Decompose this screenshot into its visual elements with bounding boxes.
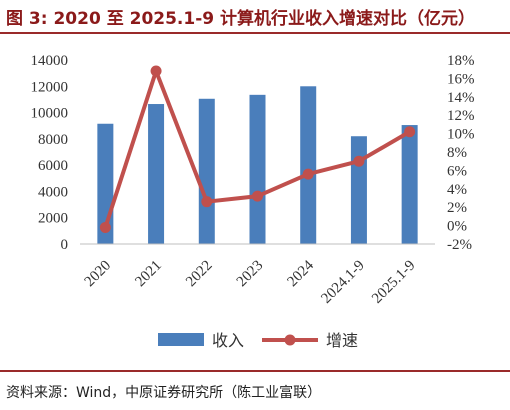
- x-tick-label: 2025.1-9: [369, 258, 418, 307]
- bar: [300, 86, 317, 245]
- source-note: 资料来源：Wind，中原证券研究所（陈工业富联）: [6, 385, 322, 401]
- legend-label-revenue: 收入: [212, 332, 244, 350]
- chart-area: 0 2000 4000 6000 8000 10000 12000 14000 -2% 0% 2%…: [0, 34, 510, 369]
- left-tick-label: 6000: [38, 158, 68, 174]
- growth-point: [404, 126, 416, 138]
- growth-point: [302, 168, 314, 180]
- left-tick-label: 12000: [31, 79, 69, 95]
- bar: [401, 125, 418, 244]
- x-tick-label: 2024.1-9: [318, 258, 367, 307]
- right-tick-label: 8%: [447, 145, 467, 161]
- x-tick-label: 2021: [132, 258, 165, 291]
- bar: [350, 136, 367, 244]
- left-tick-label: 4000: [38, 184, 68, 200]
- right-tick-label: 10%: [447, 127, 475, 143]
- right-tick-label: 12%: [447, 108, 475, 124]
- left-tick-label: 8000: [38, 132, 68, 148]
- legend-label-growth: 增速: [326, 332, 358, 350]
- bar: [148, 104, 165, 245]
- x-axis-labels: 2020 2021 2022 2023 2024 2024.1-9 2025.1-9: [82, 257, 419, 307]
- title-bar: 图 3: 2020 至 2025.1-9 计算机行业收入增速对比（亿元）: [0, 0, 510, 34]
- growth-point: [201, 196, 213, 208]
- left-tick-label: 14000: [31, 53, 69, 69]
- legend-bar-swatch: [158, 333, 204, 346]
- legend: 收入 增速: [158, 332, 358, 350]
- right-tick-label: 6%: [447, 163, 467, 179]
- bar-series: [97, 86, 418, 245]
- x-tick-label: 2020: [82, 258, 115, 291]
- bar: [249, 94, 266, 244]
- right-tick-label: 14%: [447, 90, 475, 106]
- growth-point: [353, 155, 365, 167]
- legend-line-marker: [284, 334, 296, 346]
- x-tick-label: 2024: [285, 257, 318, 290]
- x-tick-label: 2022: [183, 258, 216, 291]
- growth-point: [252, 190, 263, 202]
- left-tick-label: 10000: [31, 106, 69, 122]
- source-bar: 资料来源：Wind，中原证券研究所（陈工业富联）: [0, 370, 510, 410]
- right-axis-ticks: -2% 0% 2% 4% 6% 8% 10% 12% 14% 16% 18%: [447, 53, 475, 253]
- combo-chart: 0 2000 4000 6000 8000 10000 12000 14000 -2% 0% 2%…: [31, 53, 475, 350]
- bar: [198, 98, 215, 245]
- left-tick-label: 0: [61, 237, 69, 253]
- line-series: [99, 65, 416, 233]
- right-tick-label: 2%: [447, 200, 467, 216]
- left-tick-label: 2000: [38, 211, 68, 227]
- right-tick-label: 0%: [447, 219, 467, 235]
- right-tick-label: -2%: [447, 237, 472, 253]
- right-tick-label: 4%: [447, 182, 467, 198]
- chart-title: 图 3: 2020 至 2025.1-9 计算机行业收入增速对比（亿元）: [6, 9, 476, 29]
- growth-point: [150, 65, 162, 77]
- growth-point: [99, 221, 111, 233]
- right-tick-label: 16%: [447, 71, 475, 87]
- x-tick-label: 2023: [234, 258, 267, 291]
- right-tick-label: 18%: [447, 53, 475, 69]
- left-axis-ticks: 0 2000 4000 6000 8000 10000 12000 14000: [31, 53, 69, 253]
